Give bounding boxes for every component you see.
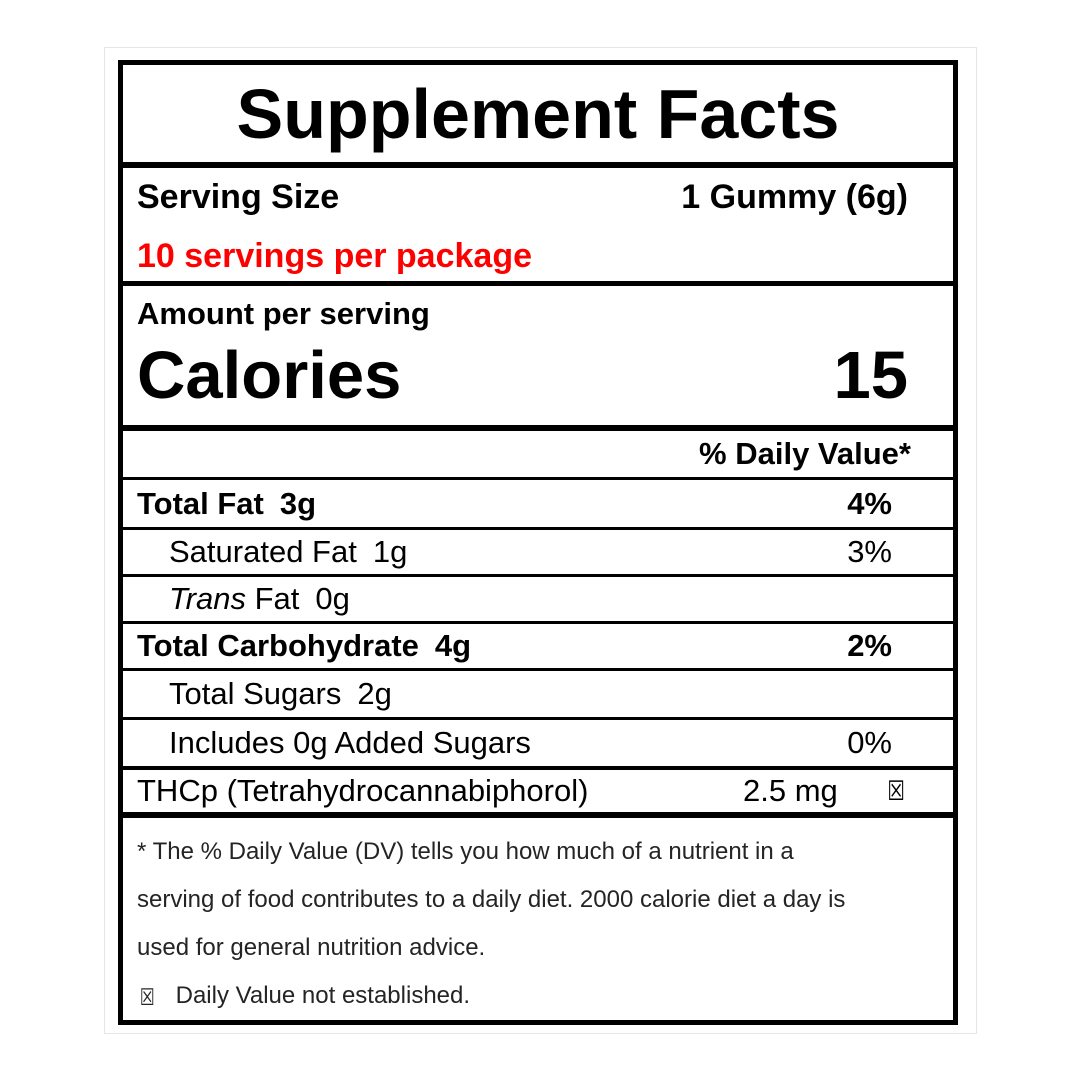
footnote-section: * The % Daily Value (DV) tells you how m… bbox=[123, 818, 953, 1020]
nutrient-amount: 0g bbox=[315, 581, 350, 616]
serving-section: Serving Size 1 Gummy (6g) 10 servings pe… bbox=[123, 168, 953, 286]
nutrient-row-trans-fat: Trans Fat 0g bbox=[123, 577, 953, 624]
footnote-line: used for general nutrition advice. bbox=[137, 934, 486, 961]
serving-size-value: 1 Gummy (6g) bbox=[681, 178, 908, 216]
active-ingredient-amount: 2.5 mg bbox=[743, 773, 838, 808]
nutrient-name: Fat bbox=[245, 581, 300, 616]
nutrient-name: Total Fat bbox=[137, 485, 264, 521]
calories-row: Calories 15 bbox=[137, 334, 908, 418]
nutrient-row-added-sugars: Includes 0g Added Sugars 0% bbox=[123, 720, 953, 770]
nutrient-name-italic: Trans bbox=[169, 581, 246, 616]
daily-value-header-row: % Daily Value* bbox=[123, 431, 953, 480]
nutrient-name: Saturated Fat bbox=[169, 534, 357, 569]
serving-size-row: Serving Size 1 Gummy (6g) bbox=[137, 178, 908, 216]
dv-not-established-symbol: ☒ bbox=[139, 985, 155, 1011]
nutrient-name: Total Sugars bbox=[169, 676, 342, 711]
title-section: Supplement Facts bbox=[123, 65, 953, 168]
servings-per-package: 10 servings per package bbox=[137, 237, 533, 275]
nutrient-dv: 0% bbox=[847, 725, 892, 760]
nutrient-amount: 1g bbox=[372, 534, 408, 569]
nutrient-amount: 3g bbox=[279, 485, 317, 521]
nutrient-name: Includes 0g Added Sugars bbox=[169, 725, 531, 760]
nutrient-name: Total Carbohydrate bbox=[137, 628, 419, 663]
nutrient-amount: 4g bbox=[434, 628, 472, 663]
nutrient-row-saturated-fat: Saturated Fat 1g 3% bbox=[123, 530, 953, 577]
nutrient-dv: 2% bbox=[847, 628, 892, 663]
serving-size-label: Serving Size bbox=[137, 178, 340, 216]
nutrient-row-total-carbohydrate: Total Carbohydrate 4g 2% bbox=[123, 624, 953, 671]
footnote-line: * The % Daily Value (DV) tells you how m… bbox=[137, 838, 794, 865]
nutrient-dv: 4% bbox=[847, 485, 892, 521]
amount-per-serving-label: Amount per serving bbox=[137, 296, 430, 331]
footnote-line: serving of food contributes to a daily d… bbox=[137, 886, 846, 913]
dv-not-established-note: ☒ Daily Value not established. bbox=[137, 972, 913, 1020]
daily-value-header: % Daily Value* bbox=[699, 436, 911, 471]
active-ingredient-row: THCp (Tetrahydrocannabiphorol) 2.5 mg ☒ bbox=[123, 770, 953, 818]
nutrient-dv: 3% bbox=[847, 534, 892, 569]
calories-label: Calories bbox=[137, 338, 402, 413]
nutrient-row-total-sugars: Total Sugars 2g bbox=[123, 671, 953, 720]
dv-note-text: Daily Value not established. bbox=[175, 982, 471, 1009]
calories-section: Amount per serving Calories 15 bbox=[123, 286, 953, 431]
dv-not-established-symbol: ☒ bbox=[887, 775, 905, 807]
nutrient-amount: 2g bbox=[357, 676, 392, 711]
nutrient-row-total-fat: Total Fat 3g 4% bbox=[123, 480, 953, 530]
supplement-facts-label: Supplement Facts Serving Size 1 Gummy (6… bbox=[118, 60, 958, 1025]
calories-value: 15 bbox=[833, 338, 908, 413]
label-title: Supplement Facts bbox=[236, 74, 840, 153]
active-ingredient-name: THCp (Tetrahydrocannabiphorol) bbox=[137, 773, 589, 808]
